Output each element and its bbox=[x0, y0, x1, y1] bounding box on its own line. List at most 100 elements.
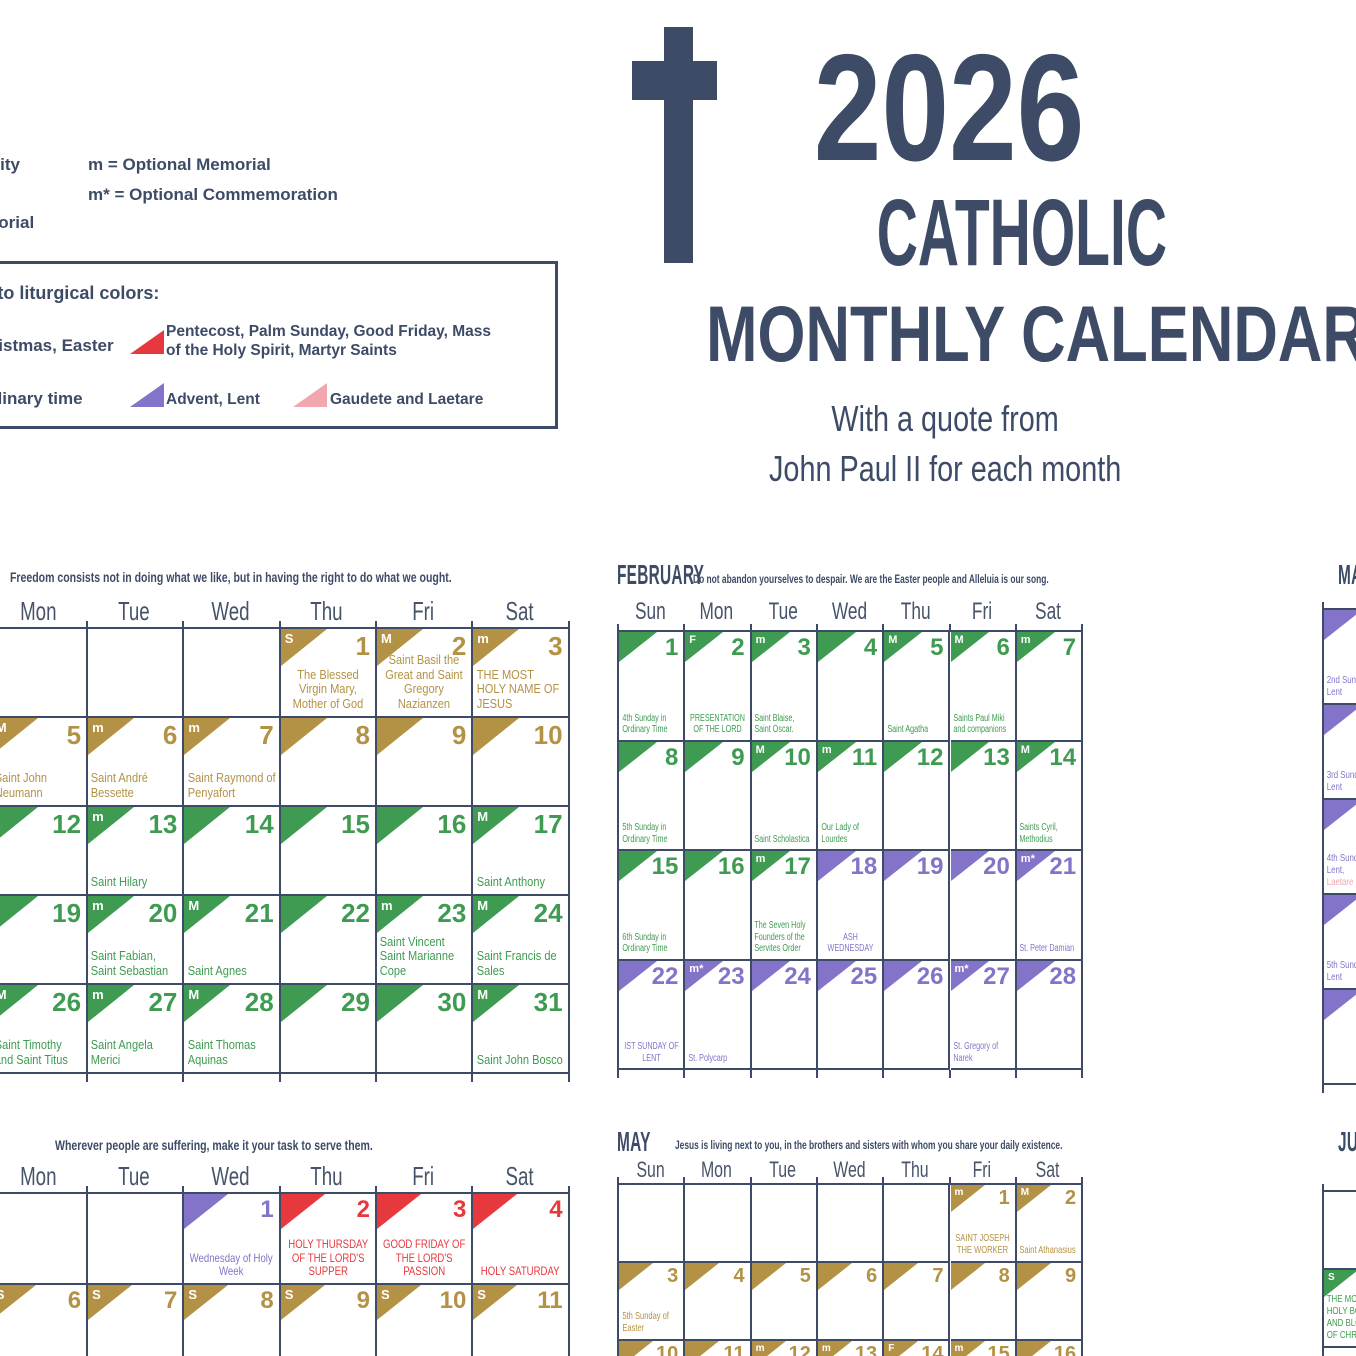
feast-text-line: 5th Sunday of Easter bbox=[621, 1310, 669, 1335]
day-number: 5 bbox=[799, 1265, 811, 1287]
day-cell: 16 bbox=[685, 851, 752, 961]
liturgical-color-triangle bbox=[619, 632, 657, 662]
liturgical-color-triangle bbox=[1016, 632, 1055, 662]
feast-text-line: Saint Agnes bbox=[187, 963, 247, 979]
grid-tick bbox=[683, 1070, 686, 1078]
day-cell: m 13 bbox=[817, 1341, 885, 1356]
weekday-header: Thu bbox=[855, 1157, 975, 1183]
weekday-header-text: Tue bbox=[769, 1157, 797, 1182]
liturgical-color-triangle bbox=[280, 718, 327, 755]
day-cell: 16 bbox=[1016, 1341, 1084, 1356]
feast-text-line: 5th Sunday in Ordinary Time bbox=[621, 822, 668, 845]
rank-badge: M bbox=[0, 720, 7, 735]
liturgical-color-triangle bbox=[377, 718, 423, 755]
feast-text: 5th Sunday in Ordinary Time bbox=[622, 822, 680, 845]
day-cell: 2nd Sunday of Lent bbox=[1324, 610, 1356, 705]
liturgical-color-triangle bbox=[685, 632, 724, 662]
day-cell: 12 bbox=[0, 807, 89, 896]
liturgical-color-triangle bbox=[473, 1285, 518, 1320]
month-quote-april: Wherever people are suffering, make it y… bbox=[55, 1138, 373, 1153]
month-label-text: JUNE bbox=[1338, 1126, 1356, 1157]
day-cell: M 24 Saint Francis de Sales bbox=[473, 896, 570, 985]
liturgical-color-triangle bbox=[884, 851, 923, 881]
rank-badge: M bbox=[477, 987, 489, 1002]
liturgical-colors-box: A guide to liturgical colors: Christmas,… bbox=[0, 261, 558, 429]
grid-tick bbox=[375, 621, 377, 629]
day-number: 10 bbox=[439, 1287, 467, 1314]
red-days-line1: Pentecost, Palm Sunday, Good Friday, Mas… bbox=[166, 323, 492, 340]
liturgical-color-triangle bbox=[619, 741, 657, 772]
rank-badge: m bbox=[954, 1343, 964, 1354]
month-label-may: MAY bbox=[617, 1126, 678, 1158]
day-number: 9 bbox=[1064, 1265, 1077, 1287]
feast-text: 2nd Sunday of Lent bbox=[1327, 674, 1356, 699]
day-cell: F 2 PRESENTATION OF THE LORD bbox=[685, 632, 752, 742]
weekday-header-text: Wed bbox=[211, 1161, 250, 1191]
day-number: 19 bbox=[916, 853, 944, 880]
weekday-header: Sat bbox=[988, 598, 1108, 626]
day-cell: m* 21 St. Peter Damian bbox=[1016, 851, 1084, 961]
feast-text-line: 4th Sunday in Ordinary Time bbox=[621, 712, 668, 736]
rank-badge: S bbox=[92, 1287, 101, 1302]
month-label-text: MAY bbox=[617, 1126, 651, 1157]
grid-tick bbox=[882, 1177, 885, 1185]
day-number: 17 bbox=[784, 853, 811, 880]
day-number: 20 bbox=[983, 853, 1010, 880]
weekday-header-text: Tue bbox=[118, 596, 151, 626]
liturgical-color-triangle bbox=[184, 985, 231, 1022]
day-cell bbox=[884, 1185, 951, 1263]
day-cell: 19 bbox=[0, 896, 89, 985]
feast-text: St. Peter Damian bbox=[1020, 943, 1078, 954]
liturgical-color-triangle bbox=[619, 1263, 653, 1290]
feast-text-line: HOLY SATURDAY bbox=[481, 1264, 560, 1279]
day-number: 31 bbox=[533, 987, 563, 1017]
feast-text-line: St. Polycarp bbox=[688, 1052, 728, 1064]
feast-text: Saint Scholastica bbox=[755, 834, 813, 845]
month-label-february: FEBRUARY bbox=[617, 559, 776, 591]
month-grid-january: S 1 The Blessed Virgin Mary, Mother of God… bbox=[0, 621, 570, 1082]
feast-text: THE MOST HOLY NAME OF JESUS bbox=[476, 667, 564, 712]
liturgical-color-triangle bbox=[884, 741, 923, 772]
day-cell: 5th Sunday of Lent bbox=[1324, 895, 1356, 990]
feast-text-line: Saint Timothy and Saint Titus bbox=[0, 1037, 68, 1068]
grid-tick bbox=[86, 621, 89, 629]
day-cell: M 2 Saint Basil the Great and Saint Gregor… bbox=[377, 629, 474, 718]
day-cell: 11 bbox=[685, 1341, 752, 1356]
month-quote-february: Do not abandon yourselves to despair. We… bbox=[693, 572, 1049, 586]
rank-badge: S bbox=[381, 1287, 390, 1302]
weekday-header-text: Mon bbox=[19, 1161, 57, 1191]
grid-tick bbox=[567, 621, 570, 629]
weekday-header-text: Fri bbox=[412, 596, 435, 626]
title-monthly-calendar-text: MONTHLY CALENDAR bbox=[706, 289, 1356, 378]
month-quote-may: Jesus is living next to you, in the brot… bbox=[675, 1138, 1063, 1152]
month-grid-february: 1 4th Sunday in Ordinary Time F 2 PRESENTATI… bbox=[617, 624, 1084, 1078]
day-number: 12 bbox=[52, 809, 82, 839]
pink-triangle-icon bbox=[293, 383, 327, 407]
weekday-header-text: Mon bbox=[699, 598, 734, 625]
liturgical-color-triangle bbox=[685, 1341, 720, 1356]
day-number: 15 bbox=[651, 853, 679, 880]
month-grid-june: S THE MOST HOLY BODY AND BLOOD OF CHRIST bbox=[1322, 1184, 1356, 1356]
liturgical-color-triangle bbox=[751, 1341, 786, 1356]
feast-text-line: PRESENTATION OF THE LORD bbox=[689, 712, 745, 736]
rank-badge: m bbox=[755, 634, 766, 646]
weekday-header: Mon bbox=[656, 598, 776, 626]
rank-badge: M bbox=[0, 987, 7, 1002]
liturgical-color-triangle bbox=[280, 807, 327, 844]
liturgical-color-triangle bbox=[280, 1194, 325, 1229]
liturgical-color-triangle bbox=[88, 807, 135, 844]
day-cell: 22 IST SUNDAY OF LENT bbox=[619, 960, 686, 1070]
liturgical-color-triangle bbox=[280, 896, 327, 933]
day-cell: M 6 Saints Paul Miki and companions bbox=[950, 632, 1017, 742]
feast-text: SAINT JOSEPH THE WORKER bbox=[953, 1232, 1011, 1257]
grid-tick bbox=[749, 624, 752, 632]
rank-badge: m bbox=[381, 898, 393, 913]
day-number: 9 bbox=[356, 1287, 370, 1314]
day-number: 24 bbox=[784, 962, 811, 990]
liturgical-color-triangle bbox=[884, 1341, 919, 1356]
feast-text: Saint Anthony bbox=[476, 874, 564, 890]
day-number: 14 bbox=[921, 1343, 944, 1356]
feast-text: Wednesday of Holy Week bbox=[187, 1251, 275, 1279]
